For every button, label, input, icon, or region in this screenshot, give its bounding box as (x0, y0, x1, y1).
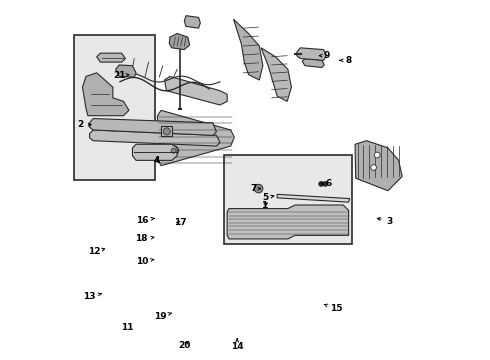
Polygon shape (116, 65, 136, 77)
Polygon shape (227, 205, 348, 239)
Polygon shape (261, 48, 292, 102)
Text: 10: 10 (136, 257, 154, 266)
Bar (161, 126, 172, 136)
Text: 5: 5 (262, 193, 274, 202)
Polygon shape (144, 147, 159, 157)
Polygon shape (234, 19, 263, 80)
Polygon shape (169, 33, 190, 50)
Text: 16: 16 (136, 216, 154, 225)
Text: 15: 15 (324, 304, 343, 313)
Text: 2: 2 (77, 120, 91, 129)
Circle shape (169, 146, 178, 156)
Text: 7: 7 (250, 184, 261, 193)
Circle shape (319, 182, 323, 186)
Text: 12: 12 (88, 247, 105, 256)
Polygon shape (132, 144, 177, 160)
Text: 17: 17 (173, 219, 186, 228)
Circle shape (171, 148, 176, 153)
Text: 13: 13 (83, 292, 101, 301)
Circle shape (163, 128, 171, 135)
Text: 14: 14 (231, 339, 244, 351)
Text: 11: 11 (121, 323, 133, 332)
Bar (74, 35, 155, 180)
Polygon shape (355, 141, 402, 191)
Polygon shape (297, 48, 326, 60)
Polygon shape (97, 53, 125, 62)
Text: 1: 1 (262, 201, 268, 210)
Polygon shape (277, 194, 350, 202)
Text: 4: 4 (153, 156, 160, 165)
Polygon shape (157, 111, 234, 166)
Circle shape (254, 184, 263, 193)
Polygon shape (165, 76, 227, 105)
Text: 18: 18 (135, 234, 154, 243)
Circle shape (371, 165, 376, 170)
Text: 21: 21 (113, 71, 129, 80)
Circle shape (374, 152, 380, 158)
Polygon shape (90, 118, 217, 135)
Polygon shape (90, 130, 220, 146)
Text: 8: 8 (340, 56, 352, 65)
Text: 20: 20 (178, 341, 191, 350)
Polygon shape (302, 59, 324, 67)
Polygon shape (82, 73, 129, 116)
Text: 9: 9 (319, 51, 330, 60)
Circle shape (323, 182, 327, 186)
Polygon shape (184, 16, 200, 28)
Text: 6: 6 (321, 179, 332, 188)
Text: 19: 19 (154, 312, 172, 321)
Bar (224, 155, 352, 244)
Text: 3: 3 (377, 217, 393, 226)
